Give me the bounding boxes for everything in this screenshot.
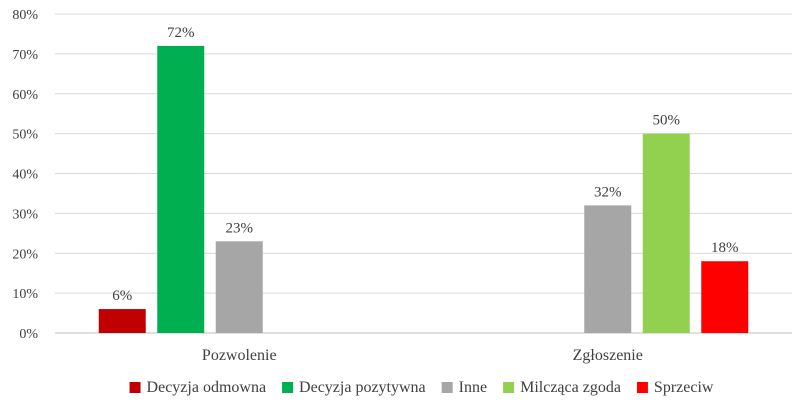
data-label: 6% [112,288,132,304]
legend-label: Milcząca zgoda [520,379,621,396]
y-tick-label: 40% [12,168,38,183]
bar-decyzja-pozytywna-0 [157,45,205,334]
legend-label: Decyzja odmowna [147,379,267,396]
legend-item: Inne [441,379,487,396]
y-tick-label: 60% [12,88,38,103]
bar-sprzeciw-1 [701,261,749,333]
data-label: 50% [653,113,681,129]
x-axis-categories: Pozwolenie Zgłoszenie [202,347,643,364]
bar-inne-0 [215,241,263,333]
legend-label: Inne [459,379,487,396]
bar-milcząca-zgoda-1 [642,133,690,333]
legend-item: Milcząca zgoda [503,379,621,396]
bar-inne-1 [584,205,632,333]
legend-item: Decyzja pozytywna [282,379,426,396]
data-label: 18% [711,240,739,256]
data-label: 23% [226,220,254,236]
y-tick-label: 50% [12,128,38,143]
legend-swatch [503,382,515,393]
legend-swatch [441,382,453,393]
y-axis-ticks: 0% 10% 20% 30% 40% 50% 60% 70% 80% [12,8,38,342]
legend-swatch [636,382,648,393]
category-label: Zgłoszenie [573,347,643,364]
y-tick-label: 30% [12,207,38,222]
legend-label: Decyzja pozytywna [299,379,426,396]
data-label: 72% [167,25,195,41]
legend-swatch [282,382,294,393]
bar-decyzja-odmowna-0 [98,309,146,333]
category-label: Pozwolenie [202,347,277,364]
y-tick-label: 70% [12,48,38,63]
data-label: 32% [594,184,622,200]
data-labels: 6% 72% 23% 32% 50% 18% [112,25,738,304]
legend-item: Decyzja odmowna [129,379,267,396]
legend-item: Sprzeciw [636,379,714,396]
y-tick-label: 0% [19,327,38,342]
legend-label: Sprzeciw [654,379,714,396]
legend-swatch [129,382,141,393]
bars [98,45,749,334]
y-tick-label: 10% [12,287,38,302]
y-tick-label: 80% [12,8,38,23]
legend: Decyzja odmowna Decyzja pozytywna Inne Milc… [129,379,714,396]
y-tick-label: 20% [12,247,38,262]
